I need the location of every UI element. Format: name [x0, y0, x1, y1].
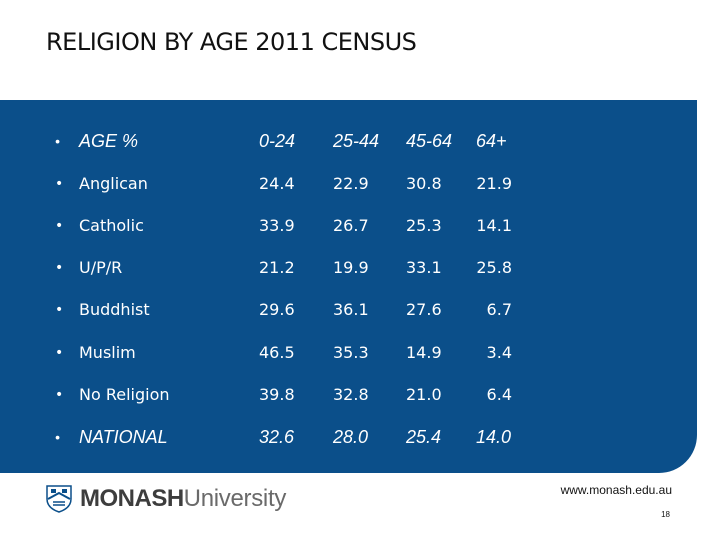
- cell: 32.8: [333, 385, 369, 404]
- bullet: •: [55, 218, 64, 234]
- cell: 3.4: [486, 343, 512, 362]
- logo-brand: MONASH: [80, 485, 184, 512]
- cell: 21.0: [406, 385, 442, 404]
- row-label: NATIONAL: [79, 427, 168, 447]
- cell: 24.4: [259, 174, 295, 193]
- page-title: RELIGION BY AGE 2011 CENSUS: [46, 28, 417, 56]
- cell: 21.9: [476, 174, 512, 193]
- table-row: • U/P/R 21.2 19.9 33.1 25.8: [0, 253, 697, 283]
- table-row: • Anglican 24.4 22.9 30.8 21.9: [0, 169, 697, 199]
- cell: 33.1: [406, 258, 442, 277]
- page-number: 18: [661, 510, 670, 519]
- bullet: •: [55, 176, 64, 192]
- cell: 30.8: [406, 174, 442, 193]
- row-label: Anglican: [79, 174, 148, 193]
- cell: 46.5: [259, 343, 295, 362]
- bullet: •: [55, 260, 64, 276]
- website-url: www.monash.edu.au: [560, 483, 672, 497]
- cell: 25.4: [406, 427, 442, 447]
- cell: 27.6: [406, 300, 442, 319]
- cell: 26.7: [333, 216, 369, 235]
- table-row: • Catholic 33.9 26.7 25.3 14.1: [0, 211, 697, 241]
- table-header: • AGE % 0-24 25-44 45-64 64+: [0, 126, 697, 156]
- header-col-0-24: 0-24: [259, 131, 296, 151]
- header-col-25-44: 25-44: [333, 131, 380, 151]
- bullet: •: [55, 133, 60, 149]
- bullet: •: [55, 429, 60, 445]
- table-row: • No Religion 39.8 32.8 21.0 6.4: [0, 380, 697, 410]
- row-label: No Religion: [79, 385, 170, 404]
- bullet: •: [55, 345, 64, 361]
- cell: 14.9: [406, 343, 442, 362]
- cell: 39.8: [259, 385, 295, 404]
- logo-wordmark: MONASHUniversity: [80, 485, 286, 513]
- cell: 19.9: [333, 258, 369, 277]
- cell: 25.3: [406, 216, 442, 235]
- cell: 33.9: [259, 216, 295, 235]
- header-col-45-64: 45-64: [406, 131, 453, 151]
- cell: 6.4: [486, 385, 512, 404]
- row-label: U/P/R: [79, 258, 123, 277]
- cell: 36.1: [333, 300, 369, 319]
- monash-shield-icon: [46, 485, 72, 513]
- row-label: Buddhist: [79, 300, 150, 319]
- header-col-64plus: 64+: [476, 131, 507, 151]
- cell: 21.2: [259, 258, 295, 277]
- cell: 14.0: [476, 427, 512, 447]
- cell: 29.6: [259, 300, 295, 319]
- cell: 14.1: [476, 216, 512, 235]
- logo-suffix: University: [183, 485, 287, 512]
- row-label: Catholic: [79, 216, 144, 235]
- data-panel: • AGE % 0-24 25-44 45-64 64+ • Anglican …: [0, 100, 697, 473]
- table-row: • Muslim 46.5 35.3 14.9 3.4: [0, 338, 697, 368]
- bullet: •: [55, 387, 64, 403]
- cell: 28.0: [333, 427, 369, 447]
- cell: 35.3: [333, 343, 369, 362]
- bullet: •: [55, 302, 64, 318]
- header-label: AGE %: [79, 131, 139, 151]
- cell: 25.8: [476, 258, 512, 277]
- cell: 6.7: [486, 300, 512, 319]
- cell: 32.6: [259, 427, 295, 447]
- table-row-national: • NATIONAL 32.6 28.0 25.4 14.0: [0, 422, 697, 452]
- cell: 22.9: [333, 174, 369, 193]
- row-label: Muslim: [79, 343, 136, 362]
- table-row: • Buddhist 29.6 36.1 27.6 6.7: [0, 295, 697, 325]
